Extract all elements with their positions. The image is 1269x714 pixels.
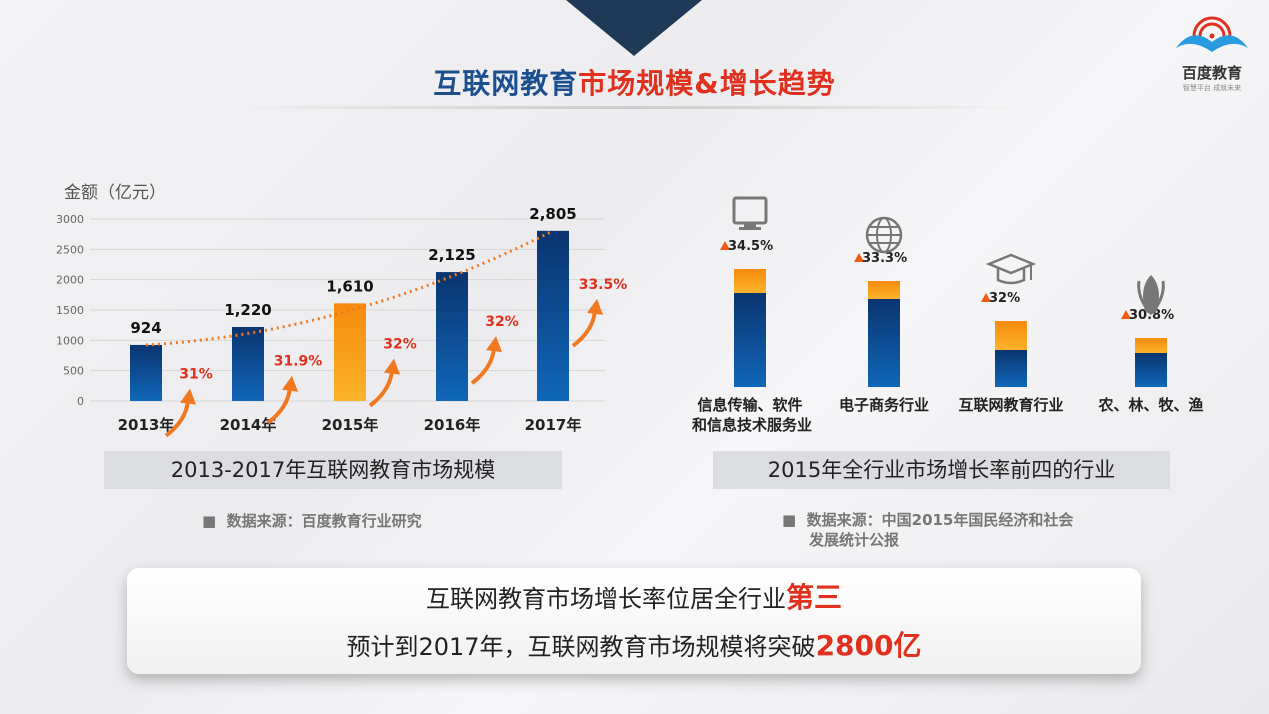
category-label: 电子商务行业 (839, 396, 929, 414)
up-triangle-icon (981, 293, 991, 302)
growth-rate-label: 34.5% (728, 239, 773, 254)
summary-line2-text: 预计到2017年，互联网教育市场规模将突破 (346, 633, 816, 661)
bar-2017年 (537, 230, 569, 401)
value-label: 2,805 (529, 205, 576, 223)
bar-growth (995, 321, 1027, 350)
left-chart-caption: 2013-2017年互联网教育市场规模 (104, 451, 562, 489)
y-tick-label: 1000 (56, 334, 84, 347)
right-chart-caption: 2015年全行业市场增长率前四的行业 (713, 451, 1170, 489)
growth-rate-label: 32% (989, 291, 1020, 306)
x-tick-label: 2015年 (322, 416, 379, 434)
growth-arrow (368, 370, 394, 408)
value-label: 924 (130, 319, 161, 337)
y-axis-label: 金额（亿元） (64, 183, 166, 203)
up-triangle-icon (854, 253, 864, 262)
y-tick-label: 0 (77, 395, 84, 408)
logo-name: 百度教育 (1181, 64, 1242, 82)
growth-rate-label: 30.8% (1129, 308, 1174, 323)
category-label: 农、林、牧、渔 (1097, 396, 1203, 414)
growth-label: 31% (179, 367, 213, 383)
growth-arrow (164, 400, 190, 438)
bar-growth (734, 269, 766, 293)
growth-arrowhead (587, 298, 603, 315)
bar-2016年 (436, 272, 468, 401)
y-tick-label: 1500 (56, 304, 84, 317)
title-divider (230, 106, 1030, 109)
y-tick-label: 3000 (56, 213, 84, 226)
bar-growth (868, 281, 900, 299)
value-label: 1,220 (224, 301, 271, 319)
summary-line1-text: 互联网教育市场增长率位居全行业 (425, 585, 786, 613)
category-label: 信息传输、软件 (697, 396, 802, 414)
left-source: ■ 数据来源：百度教育行业研究 (202, 512, 422, 530)
bar-base (1135, 353, 1167, 387)
y-tick-label: 2000 (56, 274, 84, 287)
corn-icon (1137, 275, 1165, 315)
title-part1: 互联网教育 (433, 67, 579, 100)
logo-icon (1176, 16, 1248, 52)
bar-2014年 (232, 326, 264, 401)
growth-arrowhead (180, 388, 196, 405)
header-triangle (566, 0, 702, 56)
logo: 百度教育 智慧平台 成就未来 (1172, 12, 1252, 93)
summary-box: 互联网教育市场增长率位居全行业第三 预计到2017年，互联网教育市场规模将突破2… (127, 568, 1141, 674)
growth-arrowhead (282, 375, 298, 392)
graduation-cap-icon (985, 253, 1037, 285)
y-tick-label: 500 (63, 365, 84, 378)
growth-label: 33.5% (579, 277, 628, 293)
x-tick-label: 2013年 (118, 416, 175, 434)
trend-line (145, 229, 554, 347)
up-triangle-icon (720, 241, 730, 250)
bar-base (868, 299, 900, 387)
right-source-line1: 数据来源：中国2015年国民经济和社会 (806, 511, 1074, 529)
summary-line1-highlight: 第三 (785, 581, 842, 614)
value-label: 2,125 (428, 246, 475, 264)
up-triangle-icon (1121, 310, 1131, 319)
bar-base (734, 293, 766, 387)
growth-arrow (571, 310, 597, 348)
bar-2013年 (130, 344, 162, 401)
bar-base (995, 350, 1027, 387)
logo-slogan: 智慧平台 成就未来 (1182, 84, 1242, 92)
summary-line1: 互联网教育市场增长率位居全行业第三 (127, 572, 1141, 620)
growth-arrow (470, 347, 496, 385)
growth-rate-label: 33.3% (862, 251, 907, 266)
summary-line2: 预计到2017年，互联网教育市场规模将突破2800亿 (127, 620, 1141, 668)
globe-icon (865, 216, 903, 254)
growth-arrow (266, 387, 292, 425)
x-tick-label: 2017年 (525, 416, 582, 434)
category-label: 和信息技术服务业 (692, 416, 812, 434)
page-title: 互联网教育市场规模&增长趋势 (0, 62, 1269, 102)
left-source-text: 数据来源：百度教育行业研究 (226, 512, 422, 530)
category-label: 互联网教育行业 (958, 396, 1063, 414)
y-tick-label: 2500 (56, 243, 84, 256)
x-tick-label: 2014年 (220, 416, 277, 434)
value-label: 1,610 (326, 277, 373, 295)
monitor-icon (732, 196, 768, 230)
growth-arrowhead (486, 336, 502, 353)
title-part2: 市场规模&增长趋势 (578, 67, 836, 100)
growth-label: 31.9% (274, 354, 323, 370)
bar-2015年 (334, 303, 366, 401)
growth-label: 32% (383, 337, 417, 353)
bar-growth (1135, 338, 1167, 353)
x-tick-label: 2016年 (424, 416, 481, 434)
right-source: ■ 数据来源：中国2015年国民经济和社会 发展统计公报 (782, 511, 1074, 549)
right-source-line2: 发展统计公报 (809, 531, 900, 549)
growth-arrowhead (384, 358, 400, 375)
growth-label: 32% (485, 314, 519, 330)
summary-line2-highlight: 2800亿 (815, 629, 922, 662)
